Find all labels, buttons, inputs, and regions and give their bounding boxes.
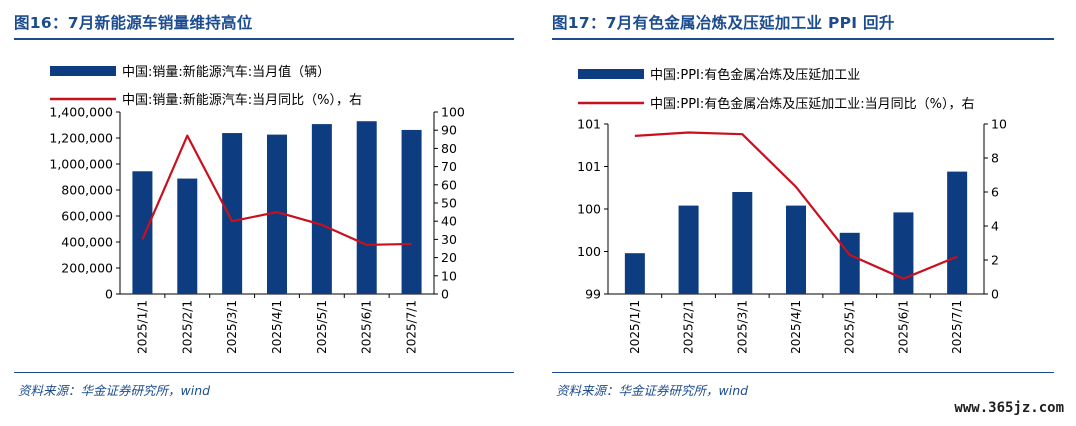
x-tick-label: 2025/2/1 [180, 300, 194, 354]
legend-bar-swatch [578, 69, 644, 79]
y-tick-label: 1,400,000 [49, 105, 113, 120]
y2-tick-label: 70 [441, 159, 457, 174]
watermark: www.365jz.com [954, 400, 1064, 416]
figure-17-panel: 图17：7月有色金属冶炼及压延加工业 PPI 回升 101 101 100 100 99… [538, 0, 1076, 426]
title-rule [552, 38, 1054, 40]
bar [947, 171, 968, 294]
x-tick-label: 2025/1/1 [135, 300, 149, 354]
y2-tick-label: 8 [991, 151, 999, 166]
source-note: 资料来源：华金证券研究所，wind [18, 383, 211, 398]
x-tick-label: 2025/5/1 [843, 300, 857, 354]
bar [401, 129, 422, 294]
y-tick-label: 1,200,000 [49, 131, 113, 146]
x-tick-label: 2025/6/1 [360, 300, 374, 354]
bar [732, 192, 753, 294]
bar [222, 133, 243, 294]
x-tick-label: 2025/3/1 [735, 300, 749, 354]
bar [132, 171, 153, 294]
x-tick-label: 2025/7/1 [950, 300, 964, 354]
bar [786, 205, 806, 294]
bar [356, 121, 377, 294]
y2-tick-label: 50 [441, 196, 457, 211]
yoy-line [634, 131, 958, 280]
y2-tick-label: 80 [441, 141, 457, 156]
figure-title: 图16：7月新能源车销量维持高位 [14, 14, 253, 32]
bar [839, 232, 860, 294]
bar [624, 253, 645, 294]
y2-tick-label: 100 [441, 105, 465, 120]
y2-tick-label: 0 [441, 287, 449, 302]
y2-tick-label: 2 [991, 253, 999, 268]
y-tick-label: 101 [577, 159, 601, 174]
legend-bar-label: 中国:PPI:有色金属冶炼及压延加工业 [650, 67, 860, 83]
chart-nonferrous-ppi: 101 101 100 100 99 10 8 6 4 2 0 2025/1/1 2025/2/1 202… [577, 67, 1007, 354]
x-tick-label: 2025/3/1 [225, 300, 239, 354]
y-tick-label: 101 [577, 117, 601, 132]
y-tick-label: 100 [577, 244, 601, 259]
source-note: 资料来源：华金证券研究所，wind [556, 383, 749, 398]
legend-bar-label: 中国:销量:新能源汽车:当月值（辆） [122, 64, 330, 80]
legend-bar-swatch [50, 66, 116, 76]
legend-line-label: 中国:销量:新能源汽车:当月同比（%），右 [122, 92, 362, 108]
y2-tick-label: 60 [441, 177, 457, 192]
y2-tick-label: 90 [441, 123, 457, 138]
y-tick-label: 400,000 [61, 235, 113, 250]
bar [267, 134, 287, 294]
figure-16-panel: 图16：7月新能源车销量维持高位 1,400,000 1,200,000 1,000… [0, 0, 528, 426]
source-rule [14, 372, 514, 373]
x-tick-label: 2025/4/1 [789, 300, 803, 354]
x-tick-label: 2025/5/1 [315, 300, 329, 354]
y-tick-label: 1,000,000 [49, 157, 113, 172]
yoy-line [141, 134, 412, 246]
x-tick-label: 2025/1/1 [628, 300, 642, 354]
x-tick-label: 2025/2/1 [682, 300, 696, 354]
y-tick-label: 200,000 [61, 261, 113, 276]
y2-tick-label: 20 [441, 250, 457, 265]
y-tick-label: 800,000 [61, 183, 113, 198]
y-tick-label: 0 [105, 287, 113, 302]
y2-tick-label: 10 [991, 117, 1007, 132]
chart-nev-sales: 1,400,000 1,200,000 1,000,000 800,000 600,00… [49, 64, 465, 354]
y2-tick-label: 10 [441, 268, 457, 283]
y-tick-label: 100 [577, 202, 601, 217]
y2-tick-label: 30 [441, 232, 457, 247]
bar [893, 212, 914, 294]
figure-title: 图17：7月有色金属冶炼及压延加工业 PPI 回升 [552, 14, 895, 32]
title-rule [14, 38, 514, 40]
y2-tick-label: 6 [991, 185, 999, 200]
x-tick-label: 2025/6/1 [896, 300, 910, 354]
bar [678, 205, 699, 294]
x-tick-label: 2025/4/1 [270, 300, 284, 354]
y-tick-label: 600,000 [61, 209, 113, 224]
legend-line-label: 中国:PPI:有色金属冶炼及压延加工业:当月同比（%），右 [650, 96, 975, 112]
y-tick-label: 99 [585, 287, 601, 302]
source-rule [552, 372, 1054, 373]
bar [177, 178, 198, 294]
y2-tick-label: 40 [441, 214, 457, 229]
bar [311, 124, 332, 294]
x-tick-label: 2025/7/1 [405, 300, 419, 354]
y2-tick-label: 0 [991, 287, 999, 302]
y2-tick-label: 4 [991, 219, 999, 234]
